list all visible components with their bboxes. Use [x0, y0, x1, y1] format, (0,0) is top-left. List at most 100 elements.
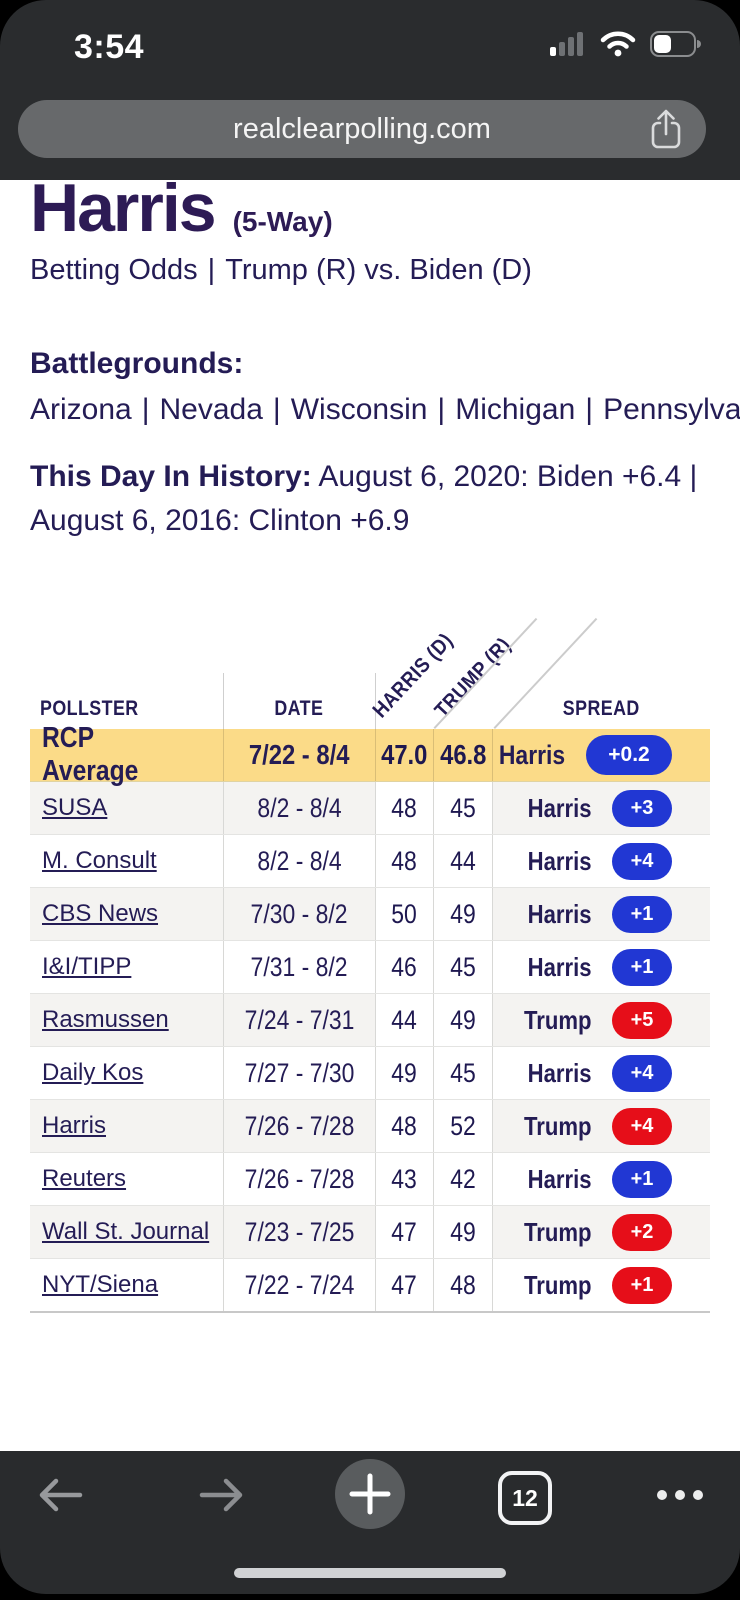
pollster-cell: Harris: [30, 1100, 223, 1152]
trump-value-cell: 44: [433, 835, 493, 887]
trump-value-cell: 45: [433, 782, 493, 834]
back-arrow-icon: [39, 1478, 83, 1512]
pipe-separator: |: [437, 393, 446, 426]
trump-value-cell: 49: [433, 888, 493, 940]
pipe-separator: |: [272, 393, 281, 426]
average-spread: Harris +0.2: [493, 729, 710, 781]
pollster-link[interactable]: Daily Kos: [42, 1059, 144, 1086]
harris-value-cell: 48: [375, 782, 433, 834]
pollster-cell: M. Consult: [30, 835, 223, 887]
trump-value-cell: 49: [433, 1206, 493, 1258]
average-spread-leader: Harris: [498, 739, 566, 770]
pollster-link[interactable]: Rasmussen: [42, 1006, 169, 1033]
share-icon[interactable]: [648, 108, 684, 157]
date-cell: 7/23 - 7/25: [223, 1206, 375, 1258]
battleground-link-michigan[interactable]: Michigan: [455, 393, 576, 426]
spread-cell: Harris +1: [493, 941, 710, 993]
average-trump-value: 46.8: [432, 729, 493, 781]
page-heading: Harris (5-Way): [30, 180, 710, 242]
harris-value-cell: 50: [375, 888, 433, 940]
pipe-separator: |: [585, 393, 594, 426]
trump-value-cell: 52: [433, 1100, 493, 1152]
pollster-link[interactable]: Reuters: [42, 1165, 127, 1192]
average-spread-badge: +0.2: [586, 735, 673, 775]
spread-cell: Harris +1: [493, 888, 710, 940]
poll-row: Daily Kos 7/27 - 7/30 49 45 Harris +4: [30, 1047, 710, 1100]
tab-count: 12: [512, 1484, 538, 1511]
spread-badge: +1: [612, 1160, 672, 1198]
spread-badge: +4: [612, 1107, 672, 1145]
ellipsis-icon: [657, 1490, 667, 1500]
poll-row: SUSA 8/2 - 8/4 48 45 Harris +3: [30, 782, 710, 835]
pollster-link[interactable]: NYT/Siena: [42, 1271, 159, 1298]
battlegrounds-links: Arizona | Nevada | Wisconsin | Michigan | Pennsy…: [30, 393, 740, 426]
forward-arrow-icon: [199, 1478, 243, 1512]
spread-badge: +4: [612, 1054, 672, 1092]
poll-row: Wall St. Journal 7/23 - 7/25 47 49 Trump…: [30, 1206, 710, 1259]
poll-row: M. Consult 8/2 - 8/4 48 44 Harris +4: [30, 835, 710, 888]
back-button[interactable]: [30, 1473, 90, 1517]
pollster-link[interactable]: I&I/TIPP: [42, 953, 132, 980]
pollster-cell: NYT/Siena: [30, 1259, 223, 1311]
column-header-pollster: POLLSTER: [40, 697, 139, 720]
pollster-cell: CBS News: [30, 888, 223, 940]
subnav-links: Betting Odds | Trump (R) vs. Biden (D): [30, 254, 710, 287]
pollster-link[interactable]: Harris: [42, 1112, 106, 1139]
poll-table-body: SUSA 8/2 - 8/4 48 45 Harris +3 M. Consul…: [30, 782, 710, 1313]
pollster-link[interactable]: CBS News: [42, 900, 159, 927]
battleground-link-wisconsin[interactable]: Wisconsin: [290, 393, 428, 426]
tabs-button[interactable]: 12: [498, 1471, 552, 1525]
battleground-link-arizona[interactable]: Arizona: [30, 393, 132, 426]
date-cell: 7/22 - 7/24: [223, 1259, 375, 1311]
pollster-cell: Rasmussen: [30, 994, 223, 1046]
spread-leader: Harris: [527, 898, 592, 929]
pollster-cell: Daily Kos: [30, 1047, 223, 1099]
spread-badge: +4: [612, 842, 672, 880]
spread-leader: Harris: [527, 951, 592, 982]
battleground-link-nevada[interactable]: Nevada: [159, 393, 263, 426]
new-tab-button[interactable]: [335, 1459, 405, 1529]
url-text: realclearpolling.com: [233, 112, 491, 145]
forward-button[interactable]: [192, 1473, 252, 1517]
battery-icon: [650, 30, 702, 62]
spread-cell: Trump +4: [493, 1100, 710, 1152]
pollster-link[interactable]: Wall St. Journal: [42, 1218, 210, 1245]
poll-table: POLLSTER DATE SPREAD HARRIS (D) TRUMP (R…: [30, 617, 710, 1313]
spread-cell: Harris +4: [493, 835, 710, 887]
clock: 3:54: [74, 28, 145, 66]
average-harris-value: 47.0: [374, 729, 433, 781]
spread-leader: Trump: [523, 1004, 592, 1035]
date-cell: 7/26 - 7/28: [223, 1153, 375, 1205]
spread-badge: +5: [612, 1001, 672, 1039]
harris-value-cell: 44: [375, 994, 433, 1046]
harris-value-cell: 43: [375, 1153, 433, 1205]
harris-value-cell: 46: [375, 941, 433, 993]
header-divider: [375, 673, 376, 729]
column-header-date: DATE: [274, 697, 324, 720]
history-text: August 6, 2020: Biden +6.4 | August 6, 2…: [30, 460, 698, 537]
pollster-cell: Wall St. Journal: [30, 1206, 223, 1258]
date-cell: 8/2 - 8/4: [223, 835, 375, 887]
pipe-separator: |: [207, 254, 216, 286]
column-header-spread: SPREAD: [563, 697, 640, 720]
web-page-content: Harris (5-Way) Betting Odds | Trump (R) vs…: [0, 180, 740, 1451]
history-paragraph: This Day In History: August 6, 2020: Bid…: [30, 455, 710, 543]
battleground-link-pennsylvania[interactable]: Pennsylvania: [603, 393, 740, 426]
pollster-cell: I&I/TIPP: [30, 941, 223, 993]
more-menu-button[interactable]: [648, 1485, 712, 1505]
spread-leader: Harris: [527, 792, 592, 823]
harris-value-cell: 47: [375, 1206, 433, 1258]
spread-cell: Trump +5: [493, 994, 710, 1046]
pollster-link[interactable]: M. Consult: [42, 847, 157, 874]
pollster-link[interactable]: SUSA: [42, 794, 108, 821]
subnav-link-betting-odds[interactable]: Betting Odds: [30, 254, 198, 286]
spread-cell: Trump +2: [493, 1206, 710, 1258]
address-bar[interactable]: realclearpolling.com: [18, 100, 706, 158]
spread-cell: Harris +1: [493, 1153, 710, 1205]
poll-table-header: POLLSTER DATE SPREAD HARRIS (D) TRUMP (R…: [30, 617, 710, 729]
home-indicator[interactable]: [234, 1568, 506, 1578]
date-cell: 7/24 - 7/31: [223, 994, 375, 1046]
spread-leader: Trump: [523, 1216, 592, 1247]
subnav-link-trump-r-vs-biden-d-[interactable]: Trump (R) vs. Biden (D): [225, 254, 532, 286]
spread-badge: +3: [612, 789, 672, 827]
